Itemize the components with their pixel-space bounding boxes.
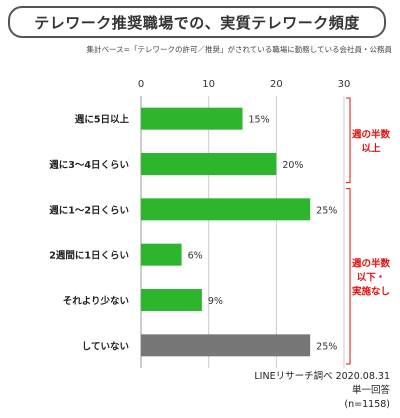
annotation-bracket (346, 97, 351, 184)
bar (141, 289, 202, 311)
category-label: 週に5日以上 (75, 114, 130, 126)
category-label: 2週間に1日くらい (49, 250, 129, 262)
bar (141, 153, 277, 175)
value-label: 25% (316, 205, 337, 216)
answer-type: 単一回答 (351, 385, 390, 396)
bar (141, 243, 182, 266)
source-block: LINEリサーチ調べ 2020.08.31 単一回答 (n=1158) (254, 370, 390, 412)
x-tick-label: 10 (202, 79, 215, 90)
annotation-bracket (346, 188, 351, 365)
annotation-text: 週の半数 (352, 128, 391, 140)
annotation-text: 以下・ (357, 272, 386, 283)
value-label: 15% (249, 115, 270, 126)
category-label: それより少ない (63, 295, 129, 307)
annotation-text: 週の半数 (352, 257, 391, 269)
value-label: 20% (282, 160, 303, 171)
x-tick-label: 20 (270, 79, 283, 90)
value-label: 25% (316, 341, 337, 352)
bar (141, 334, 311, 357)
bar (141, 107, 243, 130)
value-label: 6% (188, 251, 203, 262)
annotation-text: 実施なし (352, 285, 390, 297)
value-label: 9% (208, 296, 223, 307)
category-label: 週に1～2日くらい (49, 204, 129, 216)
category-label: 週に3～4日くらい (49, 159, 129, 171)
sample-size: (n=1158) (344, 399, 390, 410)
category-label: していない (82, 341, 129, 352)
x-tick-label: 0 (138, 79, 144, 90)
chart-title: テレワーク推奨職場での、実質テレワーク頻度 (8, 6, 386, 38)
annotation-text: 以上 (361, 142, 381, 154)
base-note: 集計ベース=「テレワークの許可／推奨」がされている職場に勤務している会社員・公務… (86, 45, 392, 54)
bar (141, 198, 311, 221)
x-tick-label: 30 (338, 79, 351, 90)
source-line: LINEリサーチ調べ 2020.08.31 (254, 371, 390, 382)
